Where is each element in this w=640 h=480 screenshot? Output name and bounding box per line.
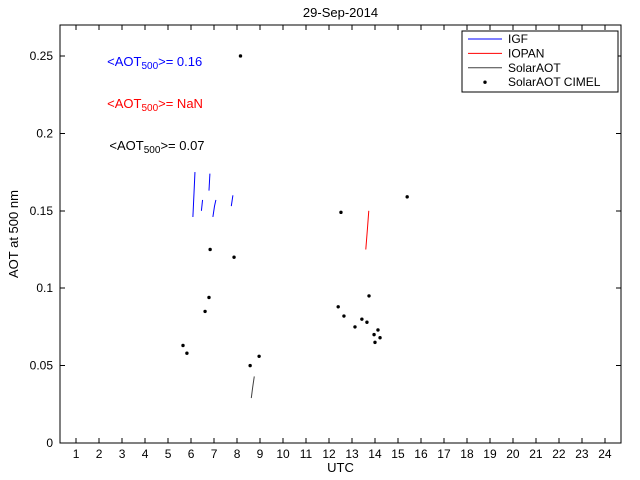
annotation-mean-aot-1: <AOT500>= NaN <box>107 96 203 114</box>
x-tick-label: 7 <box>211 447 218 461</box>
y-tick-label: 0 <box>46 436 53 450</box>
x-tick-label: 6 <box>188 447 195 461</box>
data-point <box>232 255 236 259</box>
axes-box <box>59 24 622 444</box>
data-point <box>257 354 261 359</box>
y-tick-label: 0.1 <box>36 281 53 295</box>
x-tick-label: 9 <box>257 447 264 461</box>
x-axis-ticks: 1 2 3 4 5 6 7 8 9 10 11 12 13 14 15 16 17 18 19 20 21 22 23 24 <box>73 25 612 461</box>
x-tick-label: 4 <box>142 447 149 461</box>
x-tick-label: 8 <box>234 447 241 461</box>
legend-label: SolarAOT <box>508 61 561 75</box>
x-tick-label: 22 <box>552 447 566 461</box>
x-tick-label: 20 <box>506 447 520 461</box>
x-tick-label: 3 <box>119 447 126 461</box>
series-igf <box>192 172 234 218</box>
data-point <box>207 295 211 300</box>
legend-label: IGF <box>508 32 528 46</box>
y-tick-label: 0.05 <box>30 359 54 373</box>
data-point <box>405 195 409 199</box>
data-point <box>360 317 364 321</box>
legend-dot-sample <box>483 80 487 84</box>
x-tick-label: 21 <box>529 447 543 461</box>
x-tick-label: 18 <box>460 447 474 461</box>
data-point <box>248 363 252 368</box>
data-point <box>378 336 382 340</box>
data-point <box>203 309 207 314</box>
x-tick-label: 5 <box>165 447 172 461</box>
series-solaraot <box>250 376 255 399</box>
y-tick-label: 0.25 <box>30 49 54 63</box>
series-solaraot-cimel <box>181 54 409 368</box>
x-tick-label: 11 <box>300 447 313 461</box>
data-point <box>339 210 343 215</box>
y-tick-label: 0.15 <box>30 204 54 218</box>
x-tick-label: 24 <box>598 447 612 461</box>
x-tick-label: 15 <box>391 447 405 461</box>
data-point <box>367 294 371 298</box>
data-point <box>365 320 369 324</box>
data-point <box>342 314 346 318</box>
annotation-mean-aot-2: <AOT500>= 0.07 <box>109 138 204 156</box>
data-point <box>238 54 243 58</box>
y-tick-label: 0.2 <box>36 126 53 140</box>
data-point <box>373 340 377 345</box>
x-tick-label: 19 <box>483 447 497 461</box>
data-point <box>353 325 357 329</box>
x-tick-label: 16 <box>414 447 428 461</box>
y-axis-ticks: 0 0.05 0.1 0.15 0.2 0.25 <box>30 49 621 450</box>
x-axis-label: UTC <box>327 460 354 475</box>
data-point <box>208 247 212 252</box>
x-tick-label: 12 <box>322 447 336 461</box>
data-point <box>376 328 380 332</box>
x-tick-label: 1 <box>73 447 80 461</box>
legend-label: IOPAN <box>508 46 544 60</box>
data-point <box>372 332 376 337</box>
legend-label: SolarAOT CIMEL <box>508 75 601 89</box>
data-point <box>336 305 340 309</box>
x-tick-label: 2 <box>96 447 103 461</box>
x-tick-label: 23 <box>575 447 589 461</box>
x-tick-label: 13 <box>345 447 359 461</box>
chart-title: 29-Sep-2014 <box>302 5 379 20</box>
data-point <box>185 351 189 355</box>
x-tick-label: 10 <box>276 447 290 461</box>
x-tick-label: 14 <box>368 447 382 461</box>
series-iopan <box>365 210 370 250</box>
legend-box <box>461 30 619 93</box>
data-point <box>181 343 185 348</box>
x-tick-label: 17 <box>437 447 451 461</box>
annotation-mean-aot-0: <AOT500>= 0.16 <box>107 54 202 72</box>
